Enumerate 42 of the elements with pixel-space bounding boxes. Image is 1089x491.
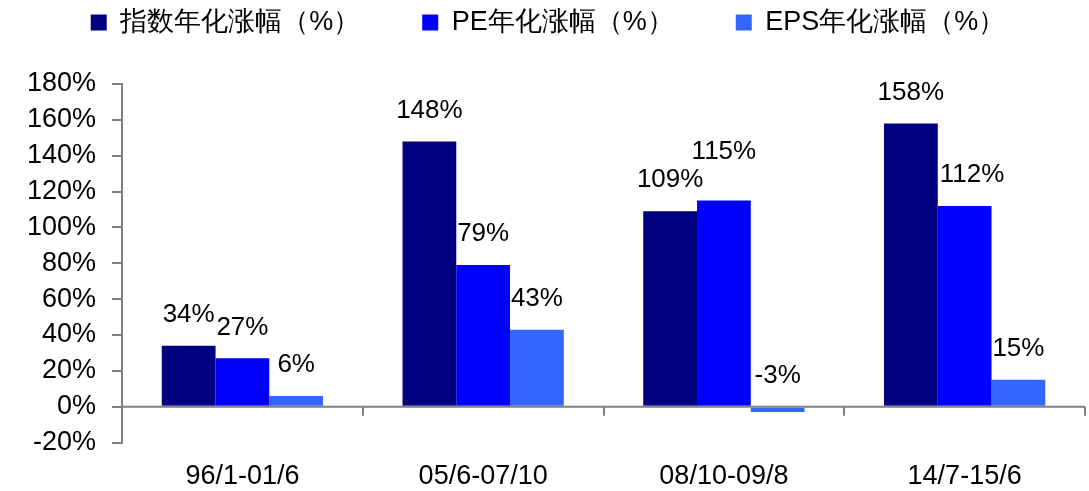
data-label: 158% (877, 75, 945, 106)
y-tick-label: 0% (57, 390, 97, 421)
bar (937, 205, 992, 406)
data-label: 43% (510, 281, 563, 312)
y-tick-label: 20% (42, 354, 97, 385)
bar (161, 345, 216, 406)
x-tick-label: 08/10-09/8 (659, 460, 789, 491)
bar (402, 141, 457, 406)
bar (750, 407, 805, 413)
y-tick-label: 80% (42, 246, 97, 277)
y-tick-label: 60% (42, 282, 97, 313)
data-label: 6% (277, 348, 315, 379)
y-tick-label: 40% (42, 318, 97, 349)
legend-label: 指数年化涨幅（%） (119, 5, 361, 36)
data-label: 109% (636, 163, 704, 194)
x-tick-label: 05/6-07/10 (418, 460, 548, 491)
bar (456, 265, 511, 406)
bar (215, 358, 270, 406)
bar (883, 123, 938, 406)
data-label: 112% (939, 158, 1005, 189)
data-label: 115% (691, 135, 757, 166)
x-tick-label: 14/7-15/6 (907, 460, 1022, 491)
data-label: 15% (992, 332, 1045, 363)
data-label: 27% (216, 310, 269, 341)
data-label: 148% (396, 93, 463, 124)
y-tick-label: 160% (26, 103, 97, 134)
data-label: 34% (162, 297, 215, 328)
y-tick-label: 140% (26, 139, 97, 170)
data-label: -3% (754, 358, 801, 389)
legend-label: PE年化涨幅（%） (451, 5, 674, 36)
bar (269, 395, 324, 406)
legend-label: EPS年化涨幅（%） (765, 5, 1006, 36)
y-tick-label: 180% (26, 67, 97, 98)
y-tick-label: 100% (26, 210, 97, 241)
bar (697, 200, 751, 406)
bar (991, 379, 1046, 406)
bar (643, 211, 698, 406)
bar (510, 329, 564, 406)
y-tick-label: 120% (26, 175, 97, 206)
y-tick-label: -20% (33, 426, 97, 457)
x-tick-label: 96/1-01/6 (185, 460, 300, 491)
data-label: 79% (457, 217, 510, 248)
